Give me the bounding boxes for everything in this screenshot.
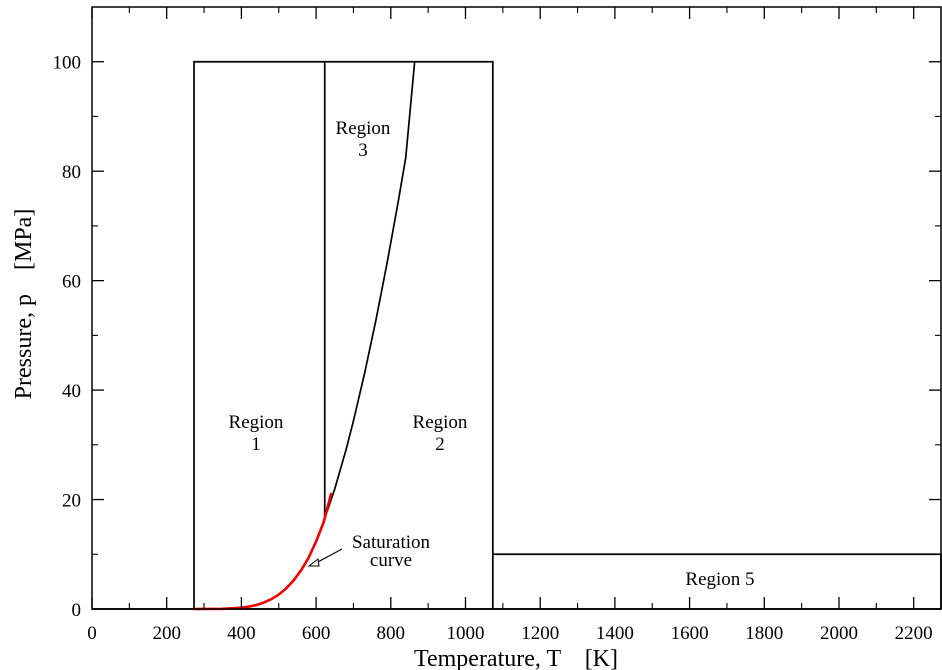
x-tick-label: 1600 [671,623,709,644]
x-tick-label: 800 [377,623,406,644]
x-tick-label: 1400 [596,623,634,644]
x-tick-label: 1200 [521,623,559,644]
annotation-region3: 3 [358,140,368,161]
x-tick-label: 200 [152,623,181,644]
y-tick-label: 40 [62,381,81,402]
x-axis-title: Temperature, T [K] [414,646,618,670]
annotation-region1: 1 [251,434,261,455]
x-tick-label: 2000 [820,623,858,644]
annotation-saturation: Saturation [352,532,431,553]
y-tick-label: 0 [72,600,82,621]
y-tick-label: 80 [62,162,81,183]
region-1-2-outline [193,60,494,609]
y-tick-label: 20 [62,491,81,512]
annotation-saturation: curve [370,550,412,571]
y-tick-label: 60 [62,272,81,293]
plot-frame [91,6,942,610]
x-tick-label: 1800 [745,623,783,644]
region-2-3-boundary [323,61,416,519]
annotation-region1: Region [229,412,284,433]
x-tick-label: 1000 [446,623,484,644]
x-tick-label: 600 [302,623,331,644]
saturation-leader-line [315,548,343,564]
annotation-region2: Region [413,412,468,433]
x-tick-label: 400 [227,623,256,644]
plot-marks [92,60,942,611]
y-tick-label: 100 [53,53,82,74]
tick-labels: 0 200 400 600 800 1000 1200 1400 1600 1800 2000 220… [53,53,933,644]
series-line-saturation-curve [192,492,333,611]
saturation-arrowhead [307,558,320,567]
axis-ticks [91,7,941,610]
annotation-region3: Region [336,118,391,139]
annotation-region2: 2 [435,434,445,455]
x-tick-label: 2200 [895,623,933,644]
y-axis-title: Pressure, p [MPa] [11,209,37,400]
x-tick-label: 0 [87,623,97,644]
annotation-region5: Region 5 [685,569,754,590]
